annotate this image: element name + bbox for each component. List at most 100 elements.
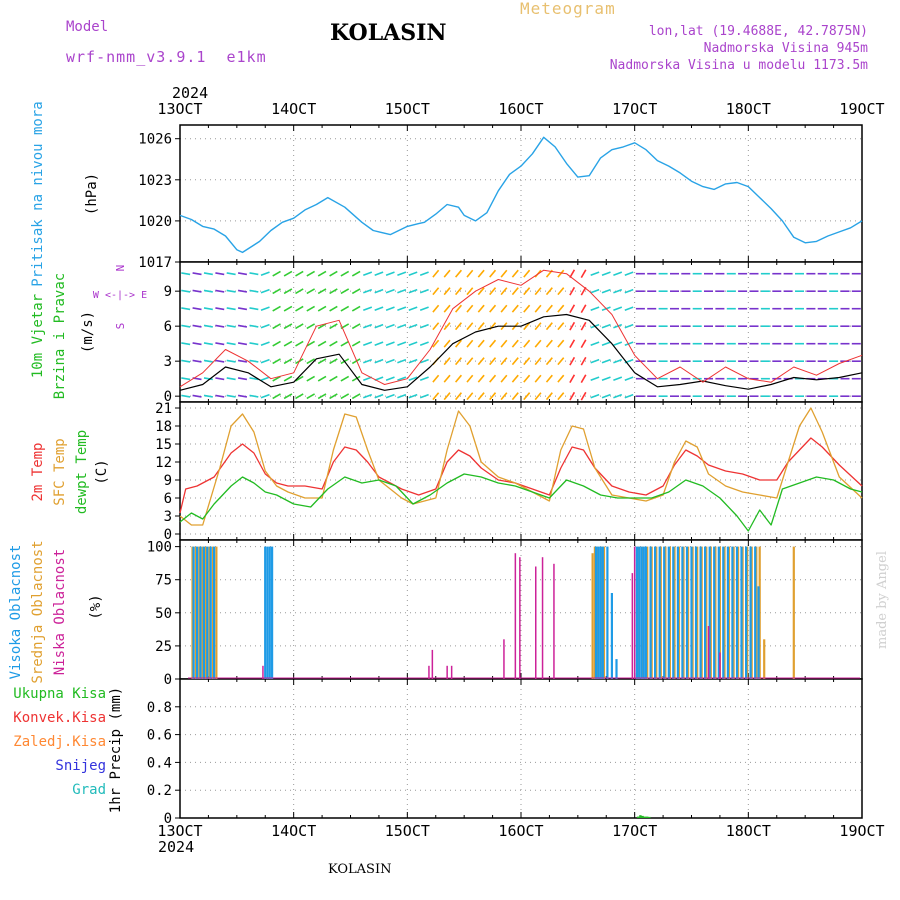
high_cloud-bar	[649, 546, 652, 679]
precip-legend-item: Zaledj.Kisa	[13, 734, 106, 750]
wind-arrow	[385, 393, 395, 399]
wind-arrow	[192, 324, 202, 328]
mid_cloud-bar	[673, 546, 676, 679]
low_cloud-bar	[553, 563, 555, 679]
low_cloud-bar	[519, 557, 521, 679]
high_cloud-bar	[667, 546, 670, 679]
high_cloud-bar	[202, 546, 205, 679]
wind-arrow	[408, 376, 418, 381]
wind-arrow	[260, 323, 270, 329]
wind-arrow	[385, 271, 395, 276]
wind-arrow	[557, 287, 565, 296]
wind-arrow	[295, 393, 304, 400]
wind-arrow	[397, 323, 407, 329]
wind-arrow	[295, 340, 304, 347]
wind-arrow	[385, 376, 395, 381]
wind-arrow	[534, 357, 542, 366]
wind-arrow	[283, 305, 293, 312]
wind-arrow	[329, 288, 338, 295]
high_cloud-bar	[708, 546, 711, 679]
wind-arrow	[613, 288, 623, 294]
ytick-label-cloud: 0	[164, 672, 172, 688]
cloud-axis-label-1: Visoka Oblacnost	[8, 545, 24, 680]
wind-arrow	[385, 323, 395, 329]
panel-pressure-bg	[180, 125, 862, 262]
wind-arrow	[272, 375, 281, 382]
wind-arrow	[443, 322, 451, 331]
x-label-top: 16OCT	[498, 100, 543, 118]
wind-arrow	[466, 339, 474, 348]
wind-arrow	[237, 377, 248, 381]
wind-arrow	[500, 304, 508, 313]
wind-arrow	[443, 287, 451, 296]
pressure-line	[179, 136, 863, 254]
wind-arrow	[601, 288, 611, 294]
panel-precip-frame	[179, 678, 863, 819]
wind-arrow	[443, 392, 451, 401]
wind-arrow	[340, 305, 350, 312]
high_cloud-bar	[694, 546, 698, 679]
low_cloud-bar	[450, 665, 453, 679]
mid_cloud-bar	[792, 546, 795, 679]
wind-arrow	[500, 392, 508, 401]
wind-arrow	[226, 394, 236, 398]
wind-arrow	[489, 392, 497, 401]
wind-arrow	[534, 287, 542, 296]
high_cloud-bar	[745, 546, 748, 679]
high_cloud-bar	[597, 546, 600, 679]
high_cloud-bar	[615, 659, 618, 679]
wind-arrow	[363, 288, 373, 294]
year-top: 2024	[172, 84, 209, 102]
wind-arrow	[613, 376, 623, 381]
wind-arrow	[590, 393, 600, 399]
precip-bar	[639, 815, 642, 818]
wind-arrow	[249, 394, 259, 398]
wind-arrow	[363, 323, 373, 329]
wind-arrow	[545, 339, 553, 348]
wind-arrow	[397, 358, 407, 364]
wind-arrow	[237, 359, 248, 363]
high_cloud-bar	[681, 546, 684, 679]
wind-arrow	[569, 304, 576, 313]
wind-arrow	[215, 394, 225, 398]
wind-arrow	[374, 288, 384, 294]
wind-arrow	[500, 269, 508, 278]
wind-arrow	[249, 377, 259, 381]
wind-arrow	[272, 358, 281, 365]
wind-arrow	[443, 339, 451, 348]
wind-arrow	[443, 269, 451, 278]
wind-arrow	[569, 391, 576, 401]
low_cloud-bar	[503, 639, 505, 679]
wind-arrow	[590, 358, 600, 364]
wind-arrow	[408, 323, 418, 329]
high_cloud-bar	[644, 546, 648, 679]
wind-arrow	[237, 307, 248, 311]
wind-arrow	[272, 288, 281, 295]
wind-arrow	[317, 270, 327, 277]
wind-arrow	[260, 341, 270, 346]
wind-arrow	[523, 374, 531, 383]
wind-arrow	[374, 323, 384, 329]
wind-arrow	[385, 358, 395, 364]
ytick-label-temperature: 18	[155, 419, 172, 435]
wind-arrow	[419, 376, 429, 381]
ytick-label-cloud: 100	[147, 540, 172, 556]
wind-arrow	[181, 377, 191, 381]
wind-arrow	[363, 341, 373, 346]
high_cloud-bar	[206, 546, 209, 679]
mid_cloud-bar	[664, 546, 667, 679]
high_cloud-bar	[640, 546, 643, 679]
wind-arrow	[351, 340, 361, 347]
high_cloud-bar	[264, 546, 267, 679]
wind-arrow	[215, 324, 225, 328]
wind-arrow	[203, 289, 213, 293]
low_cloud-bar	[633, 546, 636, 679]
high_cloud-bar	[726, 546, 729, 679]
wind-arrow	[306, 305, 315, 312]
ytick-label-temperature: 3	[164, 509, 172, 525]
ytick-label-pressure: 1026	[138, 132, 172, 148]
wind-arrow	[385, 341, 395, 346]
wind-arrow	[260, 271, 270, 276]
wind-arrow	[340, 340, 350, 347]
wind-arrow	[340, 393, 350, 400]
